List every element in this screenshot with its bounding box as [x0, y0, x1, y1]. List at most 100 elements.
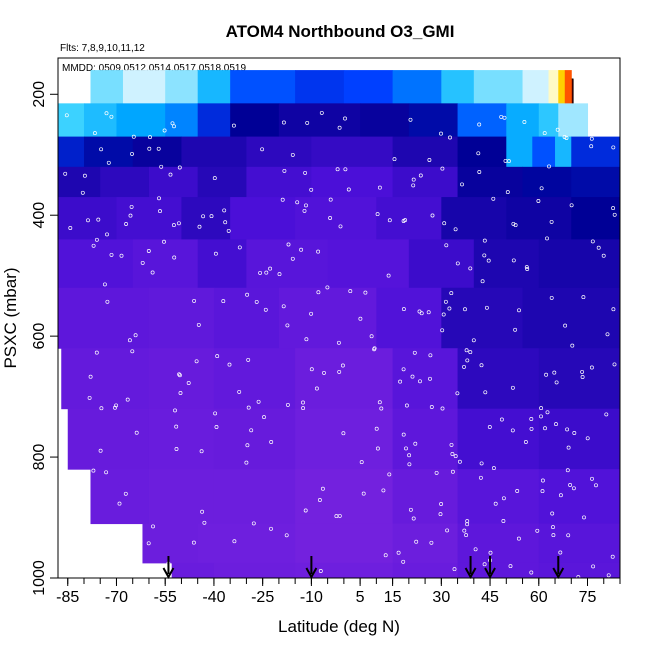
sample-point — [484, 305, 489, 310]
sample-point — [358, 316, 363, 321]
sample-point — [177, 373, 182, 378]
heatmap-cell — [441, 197, 507, 240]
sample-point — [375, 212, 380, 217]
sample-point — [564, 136, 569, 140]
sample-point — [70, 494, 75, 499]
arrow-head — [552, 567, 565, 580]
sample-point — [338, 224, 343, 229]
heatmap-cell — [392, 70, 442, 104]
sample-point — [440, 406, 445, 411]
sample-point — [442, 221, 447, 226]
sample-point — [465, 522, 470, 527]
sample-point — [245, 292, 250, 297]
sample-point — [449, 291, 454, 296]
sample-point — [398, 379, 403, 384]
x-axis-label: Latitude (deg N) — [278, 617, 400, 636]
sample-point — [177, 372, 182, 377]
sample-point — [130, 151, 134, 156]
sample-point — [550, 511, 555, 516]
sample-point — [439, 131, 443, 136]
sample-point — [554, 380, 559, 385]
sample-point — [336, 340, 341, 345]
sample-point — [162, 239, 166, 244]
sample-point — [569, 203, 574, 208]
sample-point — [301, 400, 305, 405]
sample-point — [511, 221, 516, 226]
sample-point — [318, 569, 323, 573]
heatmap-cell — [571, 197, 620, 240]
sample-point — [146, 541, 151, 546]
sample-point — [611, 127, 616, 132]
sample-point — [508, 564, 513, 569]
sample-point — [113, 405, 117, 410]
sample-point — [401, 307, 406, 312]
heatmap-cell — [213, 469, 296, 525]
heatmap-cell — [165, 103, 199, 138]
sample-point — [594, 483, 598, 488]
sample-point — [285, 402, 290, 407]
heatmap-cell — [343, 70, 394, 104]
y-axis: 200 400 600 800 1000 — [31, 81, 58, 596]
sample-point — [99, 406, 104, 411]
heatmap-cell — [230, 103, 280, 138]
sample-point — [413, 441, 418, 446]
heatmap-cell — [116, 197, 182, 240]
sample-point — [62, 539, 67, 544]
sample-point — [408, 507, 413, 512]
sample-point — [462, 364, 466, 369]
sample-point — [604, 412, 609, 417]
sample-point — [562, 135, 567, 139]
sample-point — [269, 526, 273, 531]
sample-point — [411, 183, 416, 188]
sample-point — [159, 164, 164, 169]
sample-point — [510, 428, 515, 433]
heatmap-cell — [376, 197, 442, 240]
sample-point — [441, 312, 446, 317]
sample-point — [439, 502, 444, 506]
sample-point — [566, 533, 571, 538]
arrow-head — [484, 567, 496, 580]
sample-point — [539, 414, 543, 419]
sample-point — [87, 395, 92, 400]
heatmap-cell — [558, 70, 566, 104]
sample-point — [555, 127, 560, 132]
sample-point — [392, 157, 397, 162]
sample-point — [383, 553, 388, 558]
heatmap-cell — [538, 469, 620, 525]
sample-point — [172, 255, 177, 260]
heatmap-cell — [506, 103, 540, 138]
heatmap-cell — [197, 70, 231, 104]
sample-point — [96, 217, 101, 222]
sample-point — [227, 362, 232, 367]
sample-point — [374, 426, 379, 431]
sample-point — [361, 491, 366, 496]
sample-point — [499, 114, 504, 119]
heatmap-cell — [58, 239, 134, 289]
heatmap-cell — [197, 103, 231, 138]
sample-point — [462, 528, 467, 533]
heatmap-cell — [58, 287, 150, 349]
sample-point — [589, 365, 594, 370]
sample-point — [304, 337, 309, 342]
sample-point — [510, 385, 515, 390]
heatmap-cell — [538, 408, 620, 470]
sample-point — [612, 362, 617, 367]
sample-point — [201, 214, 206, 219]
sample-point — [197, 224, 202, 229]
heatmap-cell — [457, 136, 507, 168]
sample-point — [80, 190, 85, 195]
heatmap-cell — [295, 70, 345, 104]
heatmap-cell — [506, 136, 533, 168]
sample-point — [63, 499, 68, 504]
sample-point — [106, 160, 111, 165]
sample-point — [440, 166, 445, 171]
sample-point — [286, 242, 291, 247]
sample-point — [222, 208, 227, 213]
sample-point — [580, 375, 585, 379]
sample-point — [123, 538, 128, 543]
sample-point — [281, 120, 286, 125]
heatmap-cell — [230, 197, 296, 240]
sample-point — [91, 468, 96, 473]
sample-point — [404, 446, 408, 451]
